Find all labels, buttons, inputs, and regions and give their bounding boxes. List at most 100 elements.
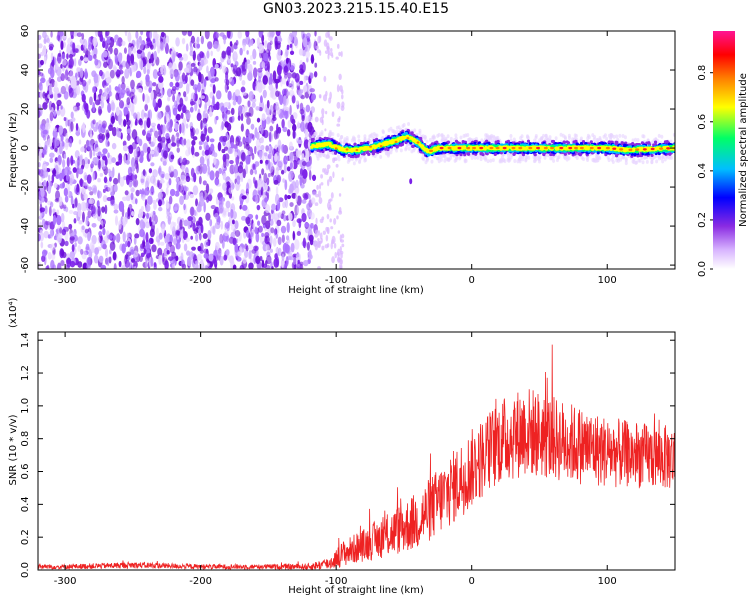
noise-blob	[199, 156, 205, 166]
noise-blob	[220, 135, 225, 142]
noise-blob	[146, 117, 151, 129]
noise-blob	[305, 104, 311, 113]
noise-blob	[242, 44, 246, 52]
noise-blob	[193, 228, 198, 235]
noise-blob	[174, 202, 180, 210]
noise-blob	[115, 106, 120, 116]
sparse-blob	[324, 244, 329, 249]
noise-blob	[202, 233, 208, 240]
signal-halo-blob	[407, 122, 411, 127]
noise-blob	[258, 43, 265, 54]
noise-blob	[292, 256, 297, 266]
noise-blob	[198, 145, 202, 151]
noise-blob	[215, 32, 220, 38]
noise-blob	[140, 59, 144, 71]
noise-blob	[266, 99, 270, 109]
noise-blob	[158, 75, 164, 83]
sparse-blob	[324, 128, 327, 132]
noise-blob	[131, 129, 138, 140]
sparse-blob	[329, 218, 332, 223]
noise-blob	[286, 44, 290, 51]
noise-blob	[226, 46, 232, 56]
noise-blob	[301, 212, 307, 223]
noise-blob	[179, 155, 183, 164]
noise-blob	[85, 218, 89, 226]
noise-blob	[234, 151, 238, 158]
noise-blob	[191, 139, 196, 146]
noise-blob	[75, 159, 80, 169]
noise-blob	[140, 80, 143, 87]
noise-blob	[167, 215, 172, 225]
noise-blob	[252, 67, 258, 79]
noise-blob	[214, 221, 221, 230]
noise-blob	[164, 172, 170, 180]
noise-blob	[244, 243, 248, 250]
noise-blob	[180, 179, 183, 187]
noise-blob	[214, 77, 219, 82]
noise-blob	[136, 136, 140, 144]
noise-blob	[310, 222, 314, 229]
noise-blob	[150, 257, 154, 268]
noise-blob	[72, 203, 75, 209]
noise-blob	[289, 202, 294, 207]
noise-blob	[38, 53, 41, 59]
noise-blob	[183, 243, 188, 252]
noise-blob	[254, 226, 258, 235]
noise-blob	[187, 31, 193, 37]
sparse-blob	[341, 89, 344, 95]
signal-band-blob	[466, 152, 471, 156]
noise-blob	[227, 212, 231, 217]
noise-blob	[228, 187, 234, 194]
noise-blob	[108, 249, 112, 255]
signal-halo-blob	[573, 133, 577, 138]
noise-blob	[278, 247, 282, 257]
noise-blob	[204, 31, 210, 40]
signal-halo-blob	[548, 135, 552, 140]
noise-blob	[142, 221, 146, 229]
noise-blob	[126, 134, 131, 142]
noise-blob	[192, 185, 199, 196]
noise-blob	[68, 87, 74, 98]
noise-blob	[43, 179, 47, 187]
noise-blob	[81, 79, 87, 87]
noise-blob	[210, 204, 216, 210]
noise-blob	[244, 61, 249, 70]
noise-blob	[198, 216, 203, 226]
noise-blob	[194, 233, 199, 242]
noise-blob	[108, 256, 112, 264]
sparse-blob	[318, 197, 323, 205]
signal-band-blob	[311, 137, 315, 141]
noise-blob	[162, 125, 165, 136]
noise-blob	[265, 244, 270, 252]
noise-blob	[125, 159, 130, 165]
noise-blob	[145, 258, 148, 268]
noise-blob	[225, 109, 231, 115]
noise-blob	[248, 238, 252, 244]
noise-blob	[70, 111, 74, 119]
noise-blob	[256, 37, 260, 48]
signal-halo-blob	[537, 157, 541, 162]
noise-blob	[186, 256, 192, 267]
noise-blob	[309, 88, 315, 93]
noise-blob	[196, 43, 201, 49]
noise-blob	[294, 239, 300, 250]
noise-blob	[303, 75, 307, 84]
noise-blob	[264, 235, 270, 245]
noise-blob	[129, 102, 134, 112]
signal-halo-blob	[353, 139, 357, 144]
signal-band-blob	[356, 154, 360, 158]
noise-blob	[195, 165, 201, 175]
signal-halo-blob	[449, 155, 453, 160]
noise-blob	[294, 73, 300, 83]
noise-blob	[286, 129, 291, 137]
noise-blob	[199, 249, 204, 254]
noise-blob	[187, 190, 191, 197]
noise-blob	[175, 37, 180, 47]
noise-blob	[107, 141, 110, 147]
heatmap-marks	[38, 31, 675, 269]
noise-blob	[42, 102, 48, 110]
sparse-blob	[329, 91, 332, 100]
noise-blob	[283, 214, 287, 222]
sparse-blob	[335, 56, 339, 60]
noise-blob	[196, 205, 202, 213]
